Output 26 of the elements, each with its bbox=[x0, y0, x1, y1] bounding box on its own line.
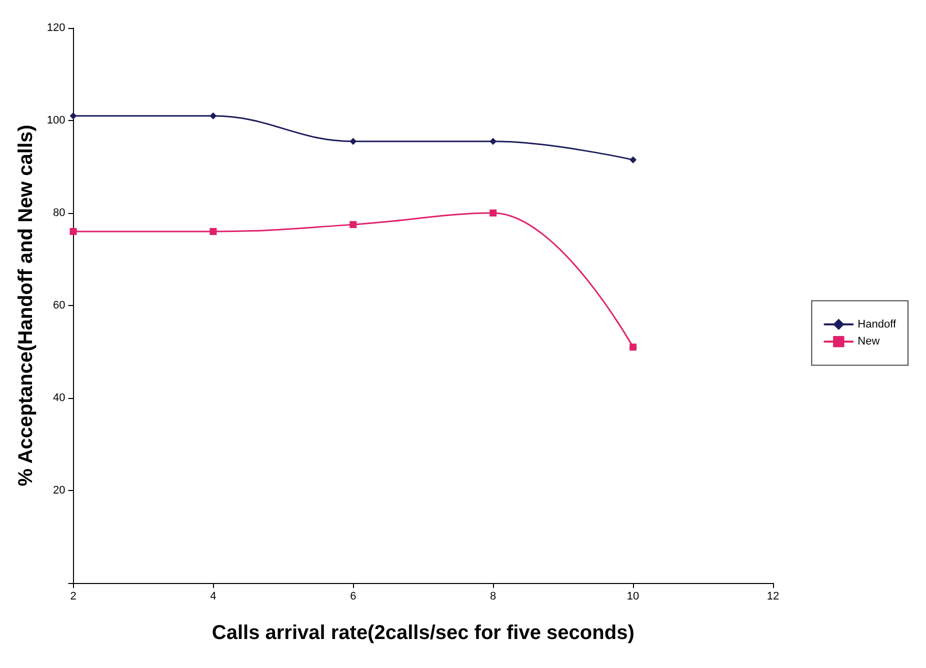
x-tick-label: 10 bbox=[626, 590, 640, 602]
point bbox=[70, 112, 77, 120]
y-tick-label: 20 bbox=[53, 484, 66, 496]
y-tick-label: 100 bbox=[46, 114, 66, 126]
x-axis-title: Calls arrival rate(2calls/sec for five seconds) bbox=[212, 622, 634, 644]
point bbox=[210, 112, 217, 120]
x-tick-label: 6 bbox=[350, 590, 356, 602]
point bbox=[490, 210, 497, 216]
x-tick-label: 2 bbox=[70, 590, 76, 602]
point bbox=[350, 221, 357, 228]
point bbox=[630, 344, 637, 351]
x-tick-label: 12 bbox=[766, 590, 780, 602]
legend-label: New bbox=[858, 336, 880, 348]
y-tick-label: 40 bbox=[53, 392, 66, 404]
y-tick-label: 120 bbox=[46, 22, 66, 34]
y-tick-label: 60 bbox=[53, 300, 66, 312]
point bbox=[490, 138, 497, 145]
point bbox=[70, 228, 77, 235]
x-tick-label: 8 bbox=[490, 590, 496, 602]
point bbox=[210, 228, 217, 235]
point bbox=[630, 156, 637, 164]
y-tick-label: 80 bbox=[53, 207, 66, 219]
point bbox=[350, 138, 357, 145]
x-tick-label: 4 bbox=[210, 590, 216, 602]
y-axis-title: % Acceptance(Handoff and New calls) bbox=[15, 124, 37, 486]
legend-label: Handoff bbox=[858, 318, 897, 330]
